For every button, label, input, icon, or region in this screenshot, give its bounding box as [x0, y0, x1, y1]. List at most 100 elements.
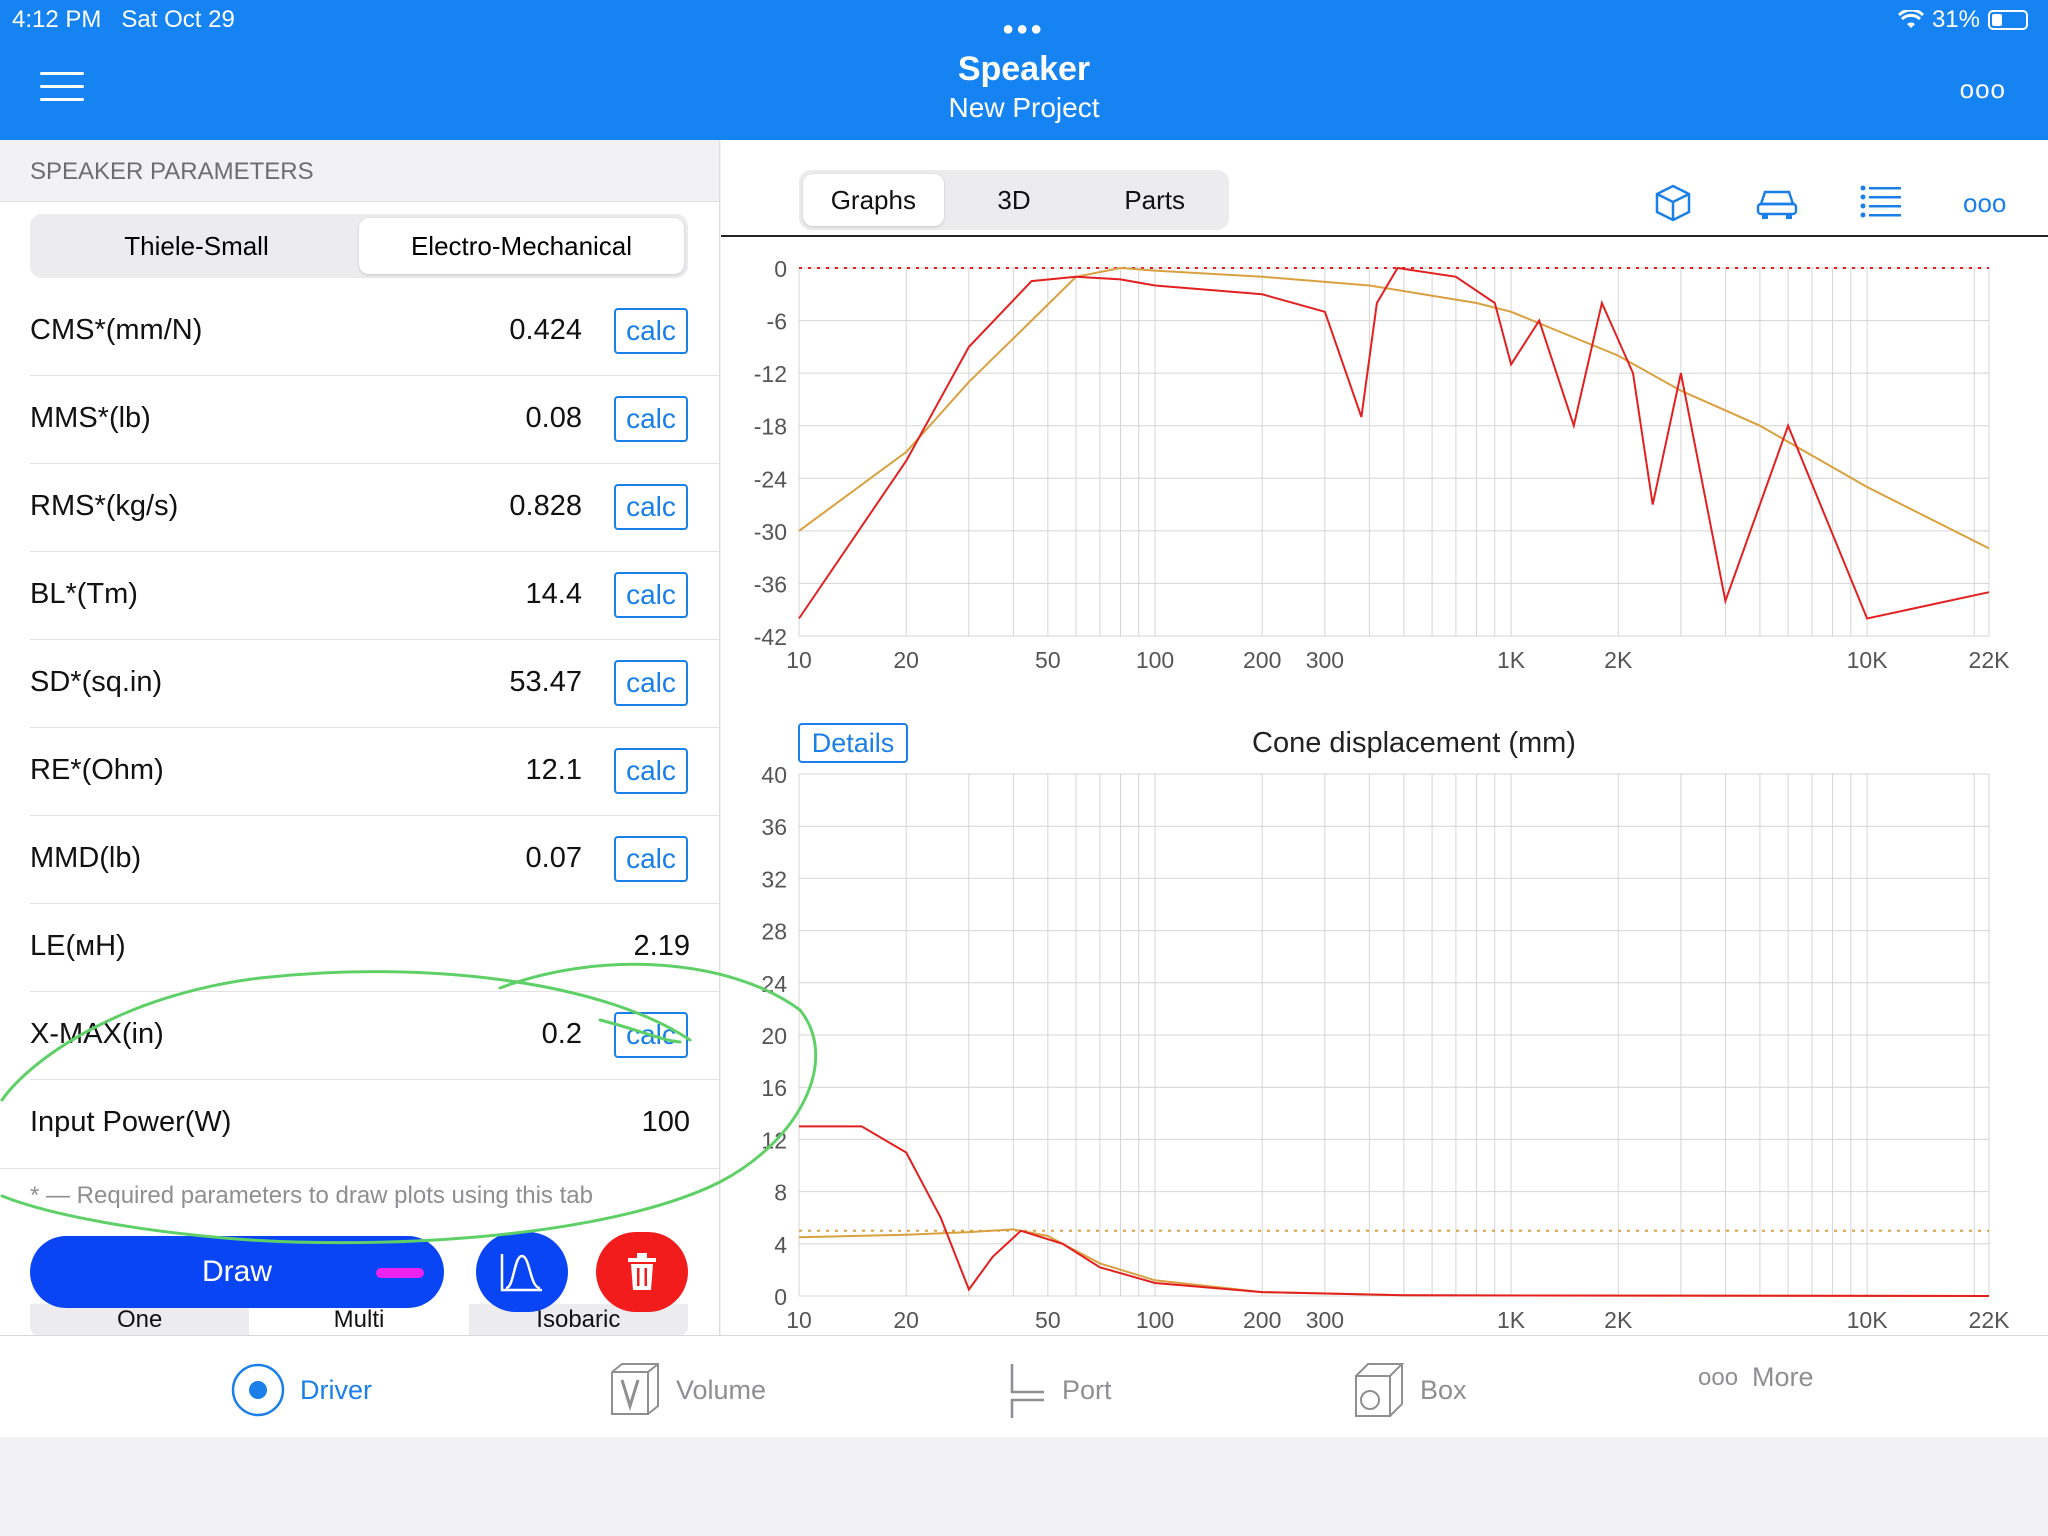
- param-row[interactable]: RE*(Ohm) 12.1 calc: [30, 728, 720, 816]
- param-row[interactable]: MMS*(lb) 0.08 calc: [30, 376, 720, 464]
- param-row[interactable]: MMD(lb) 0.07 calc: [30, 816, 720, 904]
- param-value[interactable]: 14.4: [525, 578, 582, 610]
- delete-button[interactable]: [596, 1232, 688, 1312]
- x-tick-label: 20: [893, 647, 919, 673]
- volume-icon: [611, 1363, 659, 1415]
- param-row[interactable]: SD*(sq.in) 53.47 calc: [30, 640, 720, 728]
- driver-icon: [231, 1363, 285, 1417]
- tab-more[interactable]: ooo More: [1698, 1362, 1814, 1393]
- x-tick-label: 2K: [1604, 647, 1633, 673]
- mode-multi[interactable]: Multi: [249, 1304, 469, 1336]
- required-note: * — Required parameters to draw plots us…: [30, 1182, 593, 1209]
- wifi-icon: [1897, 10, 1924, 28]
- param-value[interactable]: 0.07: [525, 842, 582, 874]
- multitasking-icon[interactable]: ●●●: [1002, 18, 1045, 40]
- details-label: Details: [812, 728, 895, 758]
- param-row[interactable]: LE(мH) 2.19: [30, 904, 720, 992]
- series-color-swatch: [376, 1268, 424, 1278]
- box-icon[interactable]: [1653, 182, 1693, 222]
- chart-title: Cone displacement (mm): [1252, 727, 1576, 759]
- x-tick-label: 200: [1243, 1307, 1281, 1333]
- calc-button[interactable]: calc: [614, 484, 688, 530]
- param-value[interactable]: 0.2: [541, 1018, 582, 1050]
- calc-button[interactable]: calc: [614, 308, 688, 354]
- param-value[interactable]: 100: [641, 1106, 690, 1138]
- tab-electro-mechanical[interactable]: Electro-Mechanical: [359, 218, 684, 274]
- driver-mode-segmented-control: One Multi Isobaric: [30, 1304, 688, 1336]
- x-tick-label: 10K: [1847, 1307, 1889, 1333]
- tab-volume[interactable]: Volume: [608, 1362, 766, 1418]
- series-line: [799, 1125, 1990, 1297]
- mode-one[interactable]: One: [116, 1306, 163, 1333]
- param-label: X-MAX(in): [30, 1018, 164, 1050]
- series-line: [798, 1228, 1990, 1297]
- calc-button[interactable]: calc: [614, 396, 688, 442]
- param-row[interactable]: Input Power(W) 100: [30, 1080, 720, 1168]
- clock: 4:12 PM: [12, 6, 102, 33]
- x-tick-label: 300: [1306, 1307, 1344, 1333]
- param-type-segmented-control: Thiele-Small Electro-Mechanical: [30, 214, 688, 278]
- x-tick-label: 10: [786, 647, 812, 673]
- y-tick-label: -12: [754, 361, 787, 387]
- y-tick-label: -18: [754, 414, 787, 440]
- calc-button[interactable]: calc: [614, 836, 688, 882]
- calc-button[interactable]: calc: [614, 748, 688, 794]
- tab-graphs[interactable]: Graphs: [803, 174, 944, 226]
- param-value[interactable]: 12.1: [525, 754, 582, 786]
- y-tick-label: -36: [754, 571, 787, 597]
- calc-button[interactable]: calc: [614, 1012, 688, 1058]
- tab-label: Box: [1420, 1374, 1467, 1405]
- param-row[interactable]: RMS*(kg/s) 0.828 calc: [30, 464, 720, 552]
- param-value[interactable]: 2.19: [633, 930, 690, 962]
- param-value[interactable]: 0.08: [525, 402, 582, 434]
- y-tick-label: -6: [767, 309, 787, 335]
- tab-box[interactable]: Box: [1352, 1362, 1467, 1418]
- x-tick-label: 1K: [1497, 1307, 1526, 1333]
- tab-port[interactable]: Port: [1008, 1362, 1112, 1418]
- param-label: Input Power(W): [30, 1106, 232, 1138]
- param-label: CMS*(mm/N): [30, 314, 203, 346]
- param-label: RMS*(kg/s): [30, 490, 179, 522]
- param-value[interactable]: 53.47: [509, 666, 582, 698]
- y-tick-label: -24: [754, 466, 787, 492]
- draw-label: Draw: [201, 1255, 272, 1288]
- tab-thiele-small[interactable]: Thiele-Small: [124, 230, 269, 261]
- param-label: BL*(Tm): [30, 578, 138, 610]
- param-label: LE(мH): [30, 930, 126, 962]
- param-row[interactable]: X-MAX(in) 0.2 calc: [30, 992, 720, 1080]
- param-row[interactable]: CMS*(mm/N) 0.424 calc: [30, 288, 720, 376]
- y-tick-label: 8: [774, 1180, 787, 1206]
- ellipsis-icon[interactable]: ooo: [1963, 188, 2007, 218]
- tab-3d[interactable]: 3D: [997, 184, 1031, 215]
- tab-parts[interactable]: Parts: [1124, 184, 1186, 215]
- navigation-bar: 4:12 PM Sat Oct 29 ●●● 31% Speaker New P…: [0, 0, 2048, 140]
- param-label: MMS*(lb): [30, 402, 151, 434]
- param-value[interactable]: 0.424: [509, 314, 582, 346]
- param-row[interactable]: BL*(Tm) 14.4 calc: [30, 552, 720, 640]
- x-tick-label: 50: [1035, 647, 1061, 673]
- hamburger-icon[interactable]: [40, 72, 84, 104]
- x-tick-label: 1K: [1497, 647, 1526, 673]
- y-tick-label: 32: [761, 866, 787, 892]
- list-icon[interactable]: [1859, 182, 1903, 222]
- car-icon[interactable]: [1755, 182, 1799, 222]
- param-label: SD*(sq.in): [30, 666, 163, 698]
- status-right: 31%: [1897, 6, 2028, 34]
- details-button[interactable]: [798, 723, 908, 763]
- x-tick-label: 22K: [1969, 1307, 2011, 1333]
- trash-icon: [628, 1253, 656, 1290]
- y-tick-label: 0: [774, 256, 787, 282]
- y-tick-label: 28: [761, 919, 787, 945]
- param-value[interactable]: 0.828: [509, 490, 582, 522]
- calc-button[interactable]: calc: [614, 572, 688, 618]
- draw-button[interactable]: Draw: [30, 1236, 444, 1308]
- ellipsis-icon[interactable]: ooo: [1959, 74, 2006, 104]
- mode-isobaric[interactable]: Isobaric: [536, 1306, 621, 1333]
- calc-button[interactable]: calc: [614, 660, 688, 706]
- tab-driver[interactable]: Driver: [230, 1362, 372, 1418]
- box-icon: [1355, 1363, 1405, 1417]
- battery-icon: [1988, 10, 2028, 30]
- project-name[interactable]: New Project: [948, 92, 1100, 123]
- curve-button[interactable]: [476, 1232, 568, 1312]
